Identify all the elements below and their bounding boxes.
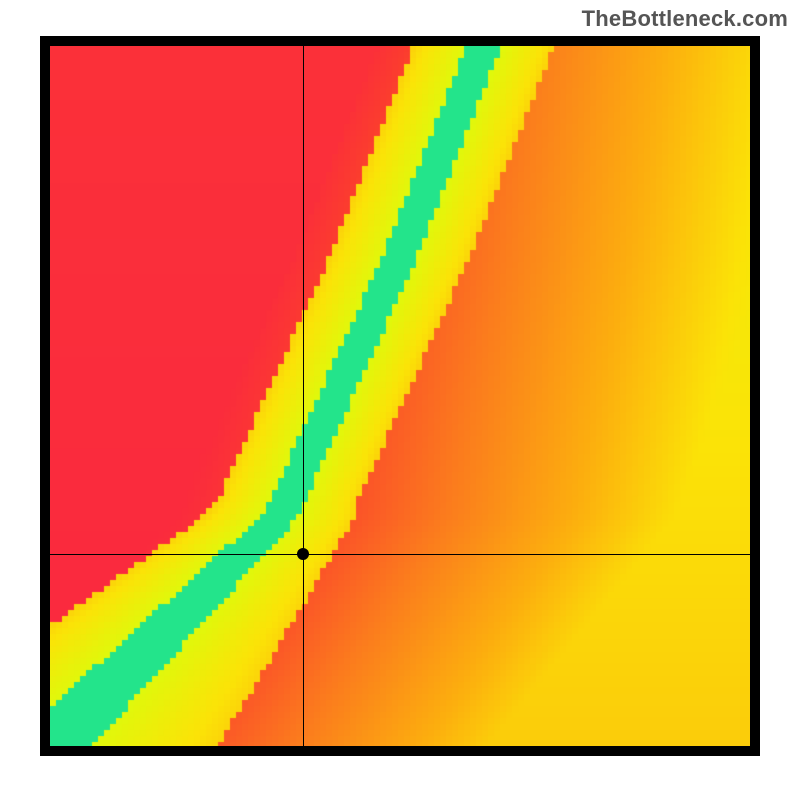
- plot-border: [40, 36, 760, 756]
- heatmap-canvas: [50, 46, 750, 746]
- crosshair-horizontal: [50, 554, 750, 555]
- crosshair-point: [297, 548, 309, 560]
- crosshair-vertical: [303, 46, 304, 746]
- plot-area: [50, 46, 750, 746]
- watermark-text: TheBottleneck.com: [582, 6, 788, 32]
- figure-frame: TheBottleneck.com: [0, 0, 800, 800]
